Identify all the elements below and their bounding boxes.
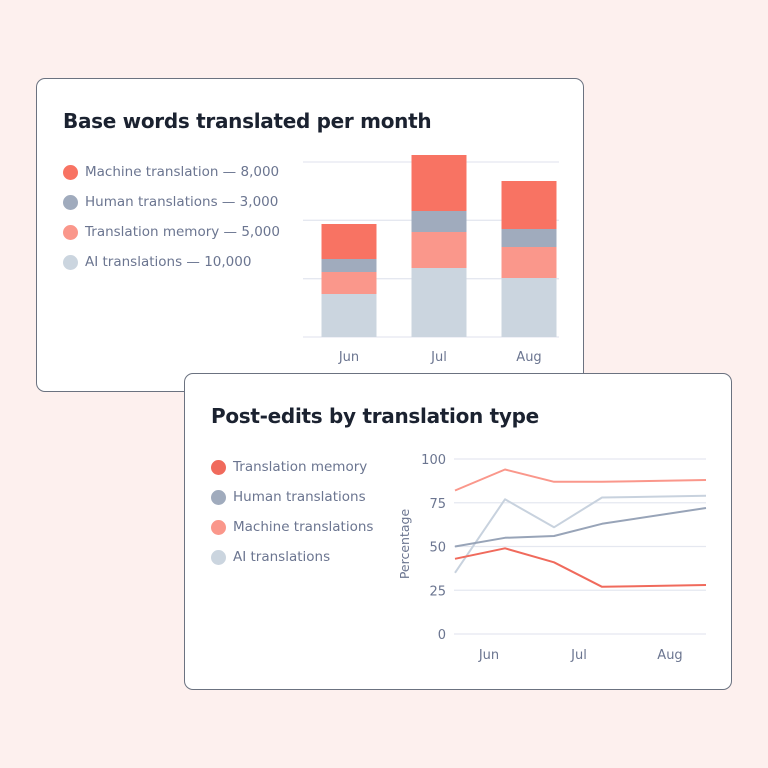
bar-segment [501,278,557,337]
legend-dot-icon [211,519,226,535]
bar-segment [321,272,377,294]
bar-segment [321,259,377,272]
line-series [454,547,707,588]
bar-segment [411,232,467,268]
bar-segment [321,294,377,337]
card-title: Base words translated per month [63,109,432,133]
post-edits-card: Post-edits by translation type Translati… [184,373,732,690]
card-title: Post-edits by translation type [211,404,539,428]
y-tick-label: 75 [429,497,446,512]
legend-dot-icon [211,489,226,505]
legend-item-memory: Translation memory [211,452,373,482]
words-translated-card: Base words translated per month Machine … [36,78,584,392]
x-tick-label: Aug [516,350,541,365]
stacked-bar-chart: Jun Jul Aug [303,155,559,365]
legend-item-ai: AI translations [211,542,373,572]
legend-dot-icon [211,459,226,475]
legend-dot-icon [63,164,78,180]
legend-item-machine: Machine translation — 8,000 [63,157,280,187]
legend-item-memory: Translation memory — 5,000 [63,217,280,247]
x-tick-label: Jun [338,350,359,365]
legend-item-human: Human translations [211,482,373,512]
bar-segment [501,181,557,229]
y-tick-label: 25 [429,584,446,599]
y-tick-label: 50 [429,541,446,556]
legend-item-machine: Machine translations [211,512,373,542]
x-tick-label: Jun [478,648,499,663]
legend-item-ai: AI translations — 10,000 [63,247,280,277]
y-axis-label: Percentage [397,509,412,580]
line-series [454,507,707,548]
legend-dot-icon [63,254,78,270]
bar-segment [411,155,467,211]
legend-item-human: Human translations — 3,000 [63,187,280,217]
line-series [454,468,707,492]
line-series [454,494,707,574]
legend-dot-icon [63,224,78,240]
bar-segment [411,211,467,232]
x-tick-label: Jul [430,350,447,365]
legend: Translation memory Human translations Ma… [211,452,373,572]
line-chart: 0 25 50 75 100 Percentage Jun Jul Aug [397,453,707,663]
bar-segment [321,224,377,259]
bar-segment [501,247,557,278]
y-tick-label: 100 [421,453,446,468]
bar-segment [411,268,467,337]
x-tick-label: Aug [657,648,682,663]
y-tick-label: 0 [438,628,446,643]
legend: Machine translation — 8,000 Human transl… [63,157,280,277]
bar-segment [501,229,557,247]
x-tick-label: Jul [570,648,587,663]
legend-dot-icon [63,194,78,210]
legend-dot-icon [211,549,226,565]
